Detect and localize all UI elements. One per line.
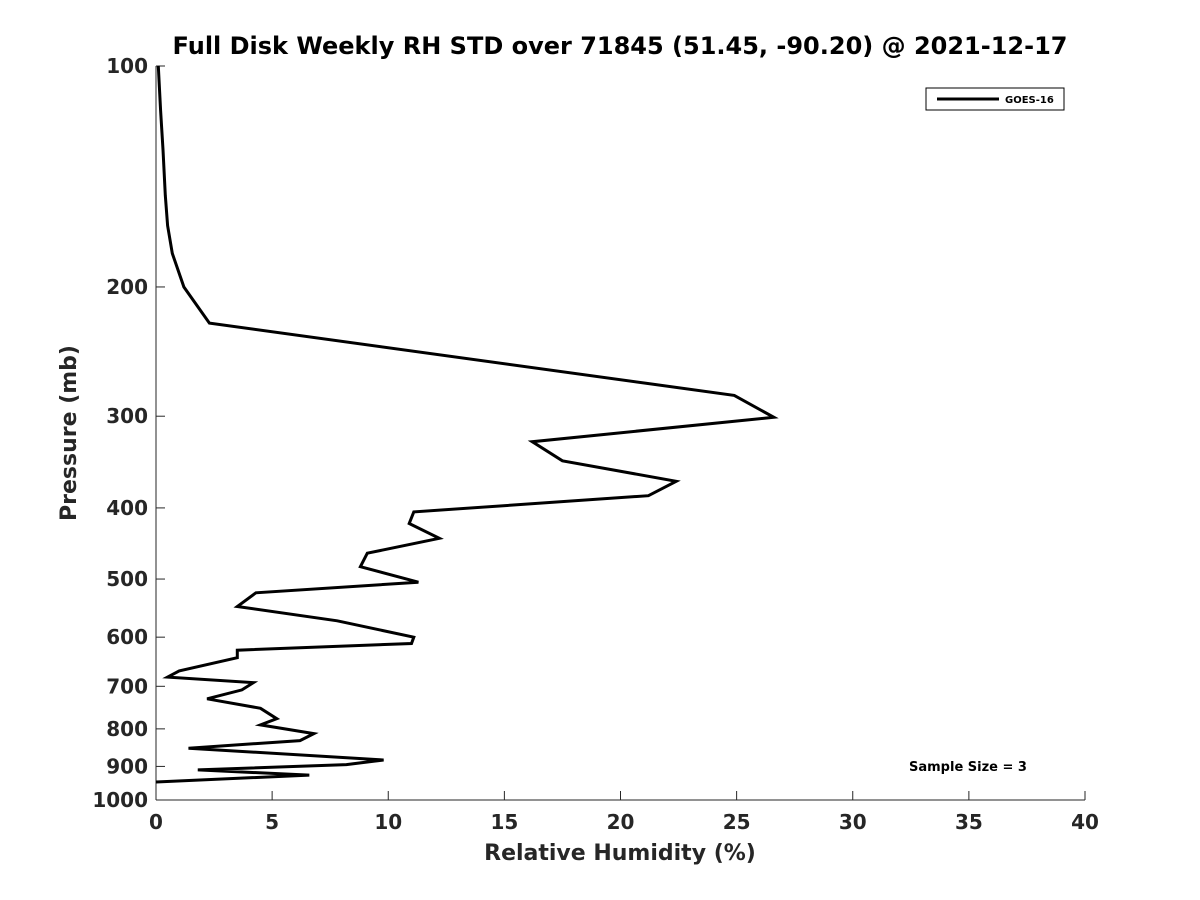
legend: GOES-16	[925, 87, 1065, 111]
y-axis-label: Pressure (mb)	[57, 345, 82, 521]
x-ticks: 0 5 10 15 20 25 30 35 40	[149, 791, 1099, 834]
x-tick-label: 5	[265, 810, 279, 834]
y-tick-label: 1000	[92, 788, 148, 812]
x-tick-label: 0	[149, 810, 163, 834]
y-tick-label: 300	[106, 404, 148, 428]
y-tick-label: 400	[106, 496, 148, 520]
x-axis-label: Relative Humidity (%)	[484, 841, 756, 866]
x-tick-label: 15	[490, 810, 518, 834]
y-tick-label: 600	[106, 625, 148, 649]
y-tick-label: 800	[106, 717, 148, 741]
x-tick-label: 10	[374, 810, 402, 834]
x-tick-label: 30	[839, 810, 867, 834]
legend-label-goes-16: GOES-16	[1005, 95, 1054, 106]
sample-size-annotation: Sample Size = 3	[909, 760, 1027, 775]
y-tick-label: 700	[106, 674, 148, 698]
y-tick-label: 500	[106, 567, 148, 591]
y-tick-label: 200	[106, 275, 148, 299]
x-tick-label: 25	[723, 810, 751, 834]
y-tick-label: 900	[106, 754, 148, 778]
x-tick-label: 20	[607, 810, 635, 834]
x-tick-label: 35	[955, 810, 983, 834]
x-tick-label: 40	[1071, 810, 1099, 834]
chart-title: Full Disk Weekly RH STD over 71845 (51.4…	[173, 32, 1068, 60]
y-ticks: 100 200 300 400 500 600 700 800 900 1000	[92, 54, 165, 812]
series-layer	[155, 65, 779, 784]
y-tick-label: 100	[106, 54, 148, 78]
series-line-goes-16	[155, 65, 779, 784]
